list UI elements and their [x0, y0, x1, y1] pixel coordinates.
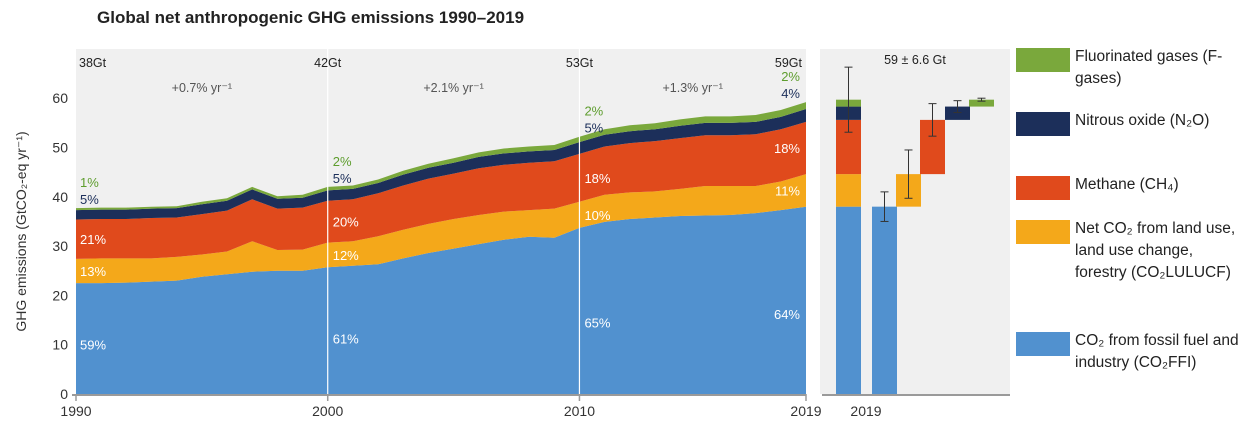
- share-label-ffi-2010: 65%: [584, 316, 610, 331]
- share-label-ch4-1990: 21%: [80, 232, 106, 247]
- share-label-fgas-2010: 2%: [584, 104, 603, 119]
- y-tick-label-20: 20: [52, 287, 68, 303]
- y-axis-label: GHG emissions (GtCO₂-eq yr⁻¹): [13, 131, 29, 331]
- share-label-lulucf-2019: 11%: [775, 183, 800, 198]
- legend-label-n2o: Nitrous oxide (N₂O): [1075, 112, 1210, 129]
- area-fgas: [76, 102, 806, 211]
- share-label-ch4-2010: 18%: [584, 171, 610, 186]
- share-label-ffi-2000: 61%: [333, 331, 359, 346]
- x-tick-label-2010: 2010: [564, 403, 595, 419]
- total-label-2010: 53Gt: [566, 56, 594, 70]
- share-label-lulucf-1990: 13%: [80, 264, 106, 279]
- x-tick-label-2000: 2000: [312, 403, 343, 419]
- breakdown-x-label: 2019: [850, 403, 881, 419]
- y-tick-label-40: 40: [52, 189, 68, 205]
- total-label-1990: 38Gt: [79, 56, 107, 70]
- area-ffi: [76, 206, 806, 394]
- x-tick-label-1990: 1990: [60, 403, 91, 419]
- legend-swatch-n2o: [1016, 112, 1070, 136]
- share-label-lulucf-2000: 12%: [333, 248, 359, 263]
- legend-label-lulucf: Net CO₂ from land use, land use change, …: [1075, 220, 1236, 281]
- share-label-n2o-2019: 4%: [781, 86, 800, 101]
- share-label-lulucf-2010: 10%: [584, 208, 610, 223]
- y-tick-label-0: 0: [60, 386, 68, 402]
- legend-swatch-ffi: [1016, 332, 1070, 356]
- y-tick-label-30: 30: [52, 238, 68, 254]
- y-tick-label-60: 60: [52, 90, 68, 106]
- chart-title: Global net anthropogenic GHG emissions 1…: [97, 8, 525, 27]
- stacked-bar-lulucf: [836, 174, 861, 207]
- total-label-2019: 59Gt: [775, 56, 803, 70]
- share-label-fgas-2000: 2%: [333, 154, 352, 169]
- area-ch4: [76, 121, 806, 259]
- legend-label-fgas: Fluorinated gases (F-gases): [1075, 48, 1223, 87]
- share-label-n2o-1990: 5%: [80, 192, 99, 207]
- legend-swatch-lulucf: [1016, 220, 1070, 244]
- share-label-ch4-2019: 18%: [774, 141, 800, 156]
- share-label-n2o-2010: 5%: [584, 121, 603, 136]
- share-label-ffi-1990: 59%: [80, 338, 106, 353]
- growth-rate-2000-2010: +2.1% yr⁻¹: [423, 81, 483, 95]
- breakdown-total-label: 59 ± 6.6 Gt: [884, 53, 946, 67]
- growth-rate-2010-2019: +1.3% yr⁻¹: [663, 81, 723, 95]
- legend-swatch-fgas: [1016, 48, 1070, 72]
- waterfall-bar-fgas: [969, 99, 994, 107]
- waterfall-bar-n2o: [945, 106, 970, 120]
- legend-swatch-ch4: [1016, 176, 1070, 200]
- share-label-fgas-2019: 2%: [781, 69, 800, 84]
- area-lulucf: [76, 174, 806, 284]
- total-label-2000: 42Gt: [314, 56, 342, 70]
- share-label-ffi-2019: 64%: [774, 307, 800, 322]
- legend-label-ffi: CO₂ from fossil fuel and industry (CO₂FF…: [1075, 332, 1239, 371]
- legend-label-ch4: Methane (CH₄): [1075, 176, 1179, 193]
- share-label-fgas-1990: 1%: [80, 175, 99, 190]
- growth-rate-1990-2000: +0.7% yr⁻¹: [172, 81, 232, 95]
- share-label-ch4-2000: 20%: [333, 215, 359, 230]
- area-n2o: [76, 109, 806, 220]
- stacked-bar-ffi: [836, 206, 861, 394]
- y-tick-label-50: 50: [52, 140, 68, 156]
- waterfall-bar-ffi: [872, 206, 897, 394]
- share-label-n2o-2000: 5%: [333, 171, 352, 186]
- x-tick-label-2019: 2019: [790, 403, 821, 419]
- y-tick-label-10: 10: [52, 337, 68, 353]
